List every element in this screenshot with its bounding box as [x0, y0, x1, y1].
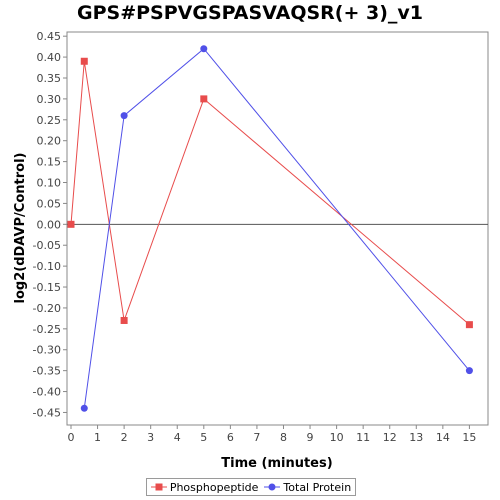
data-point-phosphopeptide	[200, 95, 208, 103]
data-point-phosphopeptide	[120, 316, 128, 324]
x-tick-label: 15	[462, 431, 476, 444]
series-line-total-protein	[83, 48, 470, 409]
y-tick-label: -0.30	[33, 344, 61, 357]
data-point-total-protein	[120, 112, 128, 120]
legend-item-total-protein: Total Protein	[264, 481, 351, 494]
y-tick-label: 0.30	[37, 93, 62, 106]
x-tick-label: 0	[68, 431, 75, 444]
x-tick-label: 12	[383, 431, 397, 444]
x-tick-label: 3	[147, 431, 154, 444]
y-tick-label: -0.10	[33, 260, 61, 273]
x-tick-label: 10	[330, 431, 344, 444]
chart-title: GPS#PSPVGSPASVAQSR(+ 3)_v1	[76, 2, 424, 24]
y-tick-label: -0.25	[33, 323, 61, 336]
y-tick-label: 0.25	[37, 114, 62, 127]
y-tick-label: 0.45	[37, 30, 62, 43]
y-tick-label: 0.00	[37, 218, 62, 231]
x-axis: 0 1 2 3 4 5 6 7 8 9 10 11 12 13 14 15	[68, 425, 476, 444]
x-tick-label: 2	[121, 431, 128, 444]
y-tick-label: -0.05	[33, 239, 61, 252]
series-layer	[67, 45, 473, 412]
y-tick-label: 0.15	[37, 156, 62, 169]
legend-label: Total Protein	[283, 480, 352, 494]
data-point-phosphopeptide	[67, 220, 75, 228]
y-tick-label: 0.20	[37, 135, 62, 148]
x-tick-label: 5	[200, 431, 207, 444]
data-point-phosphopeptide	[465, 321, 473, 329]
x-tick-label: 6	[227, 431, 234, 444]
y-tick-label: 0.10	[37, 177, 62, 190]
y-axis: -0.45 -0.40 -0.35 -0.30 -0.25 -0.20 -0.15 -0.10…	[33, 30, 67, 419]
y-axis-label: log2(dDAVP/Control)	[13, 153, 28, 304]
y-tick-label: -0.35	[33, 365, 61, 378]
y-tick-label: 0.05	[37, 197, 62, 210]
y-tick-label: 0.35	[37, 72, 62, 85]
data-point-total-protein	[200, 45, 208, 53]
y-tick-label: -0.40	[33, 386, 61, 399]
y-tick-label: -0.20	[33, 302, 61, 315]
legend-label: Phosphopeptide	[169, 480, 259, 494]
legend-item-phosphopeptide: Phosphopeptide	[150, 480, 259, 494]
x-tick-label: 1	[94, 431, 101, 444]
x-tick-label: 13	[409, 431, 423, 444]
x-tick-label: 4	[174, 431, 181, 444]
legend: Phosphopeptide Total Protein	[146, 478, 356, 496]
x-axis-label: Time (minutes)	[221, 456, 332, 471]
y-tick-label: 0.40	[37, 51, 62, 64]
x-tick-label: 8	[280, 431, 287, 444]
x-tick-label: 11	[356, 431, 370, 444]
y-tick-label: -0.15	[33, 281, 61, 294]
data-point-total-protein	[465, 367, 473, 375]
x-tick-label: 14	[436, 431, 450, 444]
x-tick-label: 7	[253, 431, 260, 444]
legend-swatch-phosphopeptide	[150, 483, 167, 491]
plot-area	[66, 31, 489, 426]
data-point-total-protein	[80, 404, 88, 412]
x-tick-label: 9	[307, 431, 314, 444]
data-point-phosphopeptide	[80, 57, 88, 65]
legend-swatch-total-protein	[264, 483, 281, 491]
y-tick-label: -0.45	[33, 406, 61, 419]
